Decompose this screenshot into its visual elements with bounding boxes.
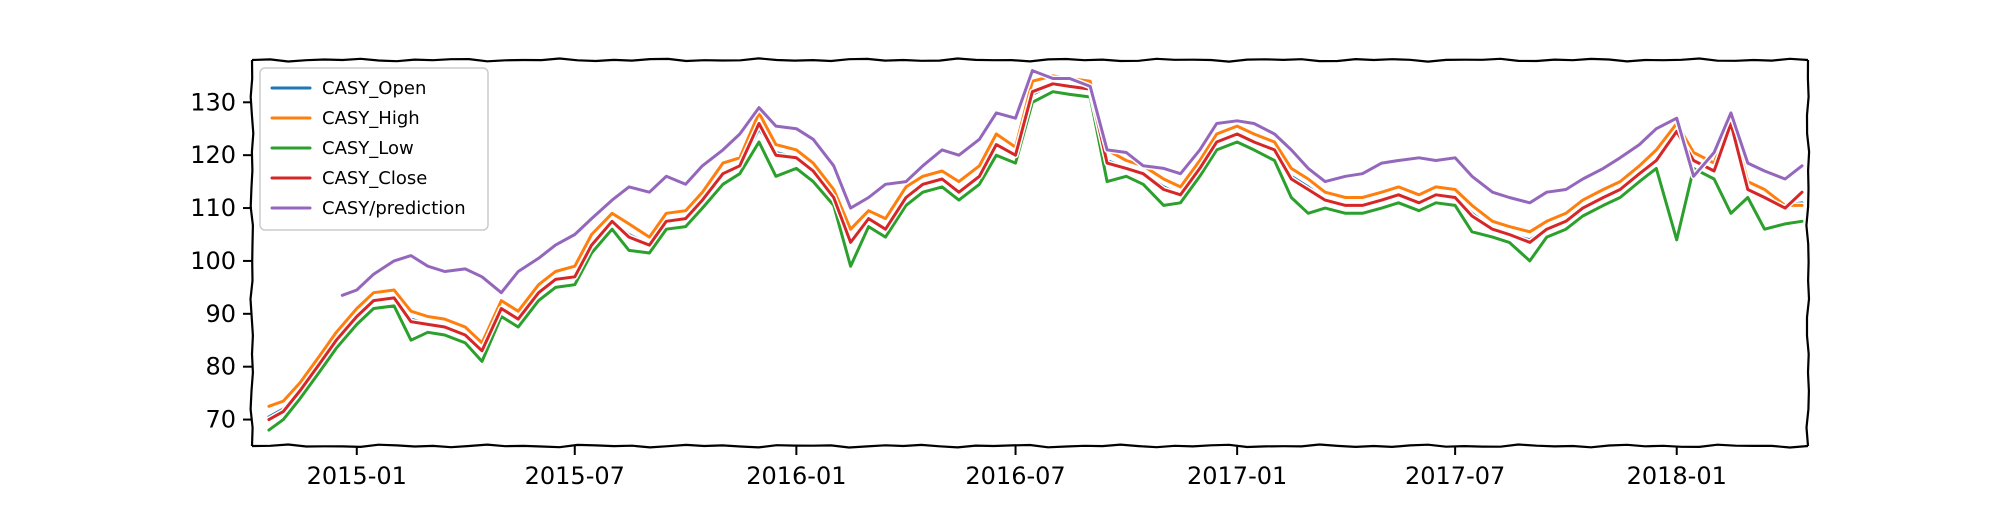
y-axis: 70 80 90 100 110 120 130 — [190, 88, 252, 434]
x-tick-label: 2017-07 — [1405, 462, 1505, 490]
series-line-casy-prediction — [340, 69, 1804, 297]
x-tick-label: 2017-01 — [1187, 462, 1287, 490]
x-tick-label: 2015-01 — [307, 462, 407, 490]
legend-label: CASY_Open — [322, 78, 426, 99]
axis-spine-bottom — [251, 443, 1809, 449]
series-layer — [265, 67, 1805, 434]
legend-label: CASY_Low — [322, 138, 414, 159]
legend-label: CASY_High — [322, 108, 420, 129]
y-tick-label: 70 — [205, 406, 236, 434]
series-line-casy-close — [267, 82, 1804, 422]
y-tick-label: 110 — [190, 194, 236, 222]
y-tick-label: 100 — [190, 247, 236, 275]
legend-label: CASY_Close — [322, 168, 427, 189]
y-tick-label: 120 — [190, 141, 236, 169]
x-tick-label: 2016-07 — [965, 462, 1065, 490]
legend-box — [259, 67, 489, 231]
axis-spine-left — [249, 59, 255, 447]
x-tick-label: 2018-01 — [1627, 462, 1727, 490]
legend: CASY_Open CASY_High CASY_Low CASY_Close CASY… — [259, 67, 489, 231]
y-tick-label: 90 — [205, 300, 236, 328]
y-tick-label: 80 — [205, 353, 236, 381]
legend-label: CASY/prediction — [322, 198, 466, 219]
x-tick-label: 2016-01 — [746, 462, 846, 490]
x-axis: 2015-01 2015-07 2016-01 2016-07 2017-01 2017-… — [307, 446, 1727, 490]
series-line-casy-high — [267, 74, 1804, 408]
y-tick-label: 130 — [190, 88, 236, 116]
axes-frame — [249, 57, 1811, 449]
axis-spine-right — [1805, 59, 1811, 447]
axis-spine-top — [251, 57, 1809, 63]
x-tick-label: 2015-07 — [525, 462, 625, 490]
